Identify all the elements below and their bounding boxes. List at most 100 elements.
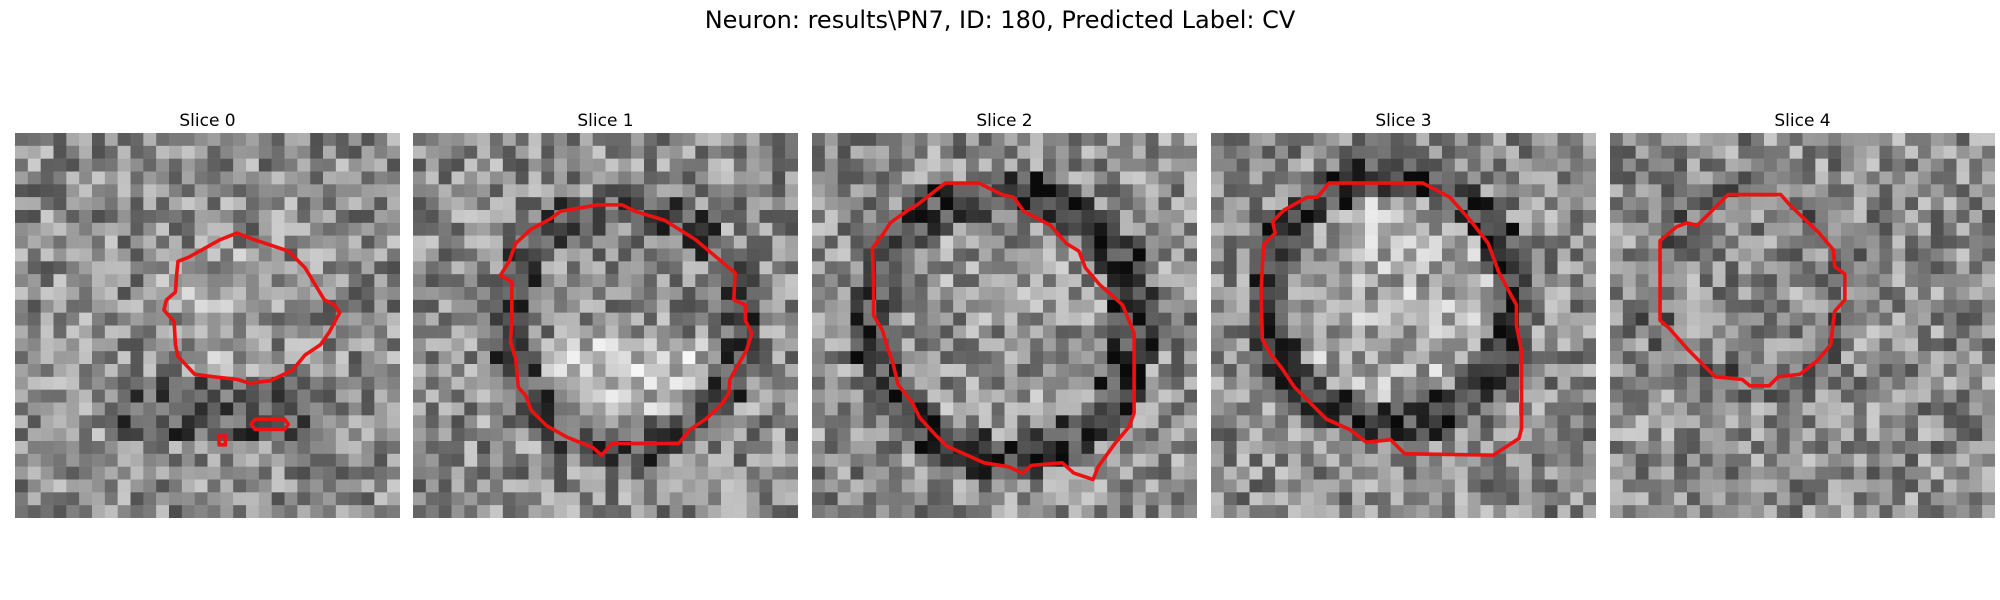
pixel — [1776, 287, 1790, 301]
pixel — [438, 479, 452, 493]
pixel — [425, 235, 439, 249]
pixel — [1223, 312, 1237, 326]
pixel — [605, 492, 619, 506]
pixel — [1055, 441, 1069, 455]
pixel — [1892, 505, 1906, 518]
pixel — [233, 428, 247, 442]
pixel — [1339, 325, 1353, 339]
pixel — [1352, 312, 1366, 326]
pixel — [156, 133, 170, 147]
pixel — [1648, 505, 1662, 518]
slice-title-3: Slice 3 — [1375, 111, 1432, 131]
pixel — [554, 492, 568, 506]
pixel — [1158, 222, 1172, 236]
pixel — [901, 376, 915, 390]
pixel — [567, 287, 581, 301]
pixel — [1055, 158, 1069, 172]
pixel — [978, 466, 992, 480]
pixel — [863, 466, 877, 480]
pixel — [1107, 351, 1121, 365]
pixel — [1531, 235, 1545, 249]
pixel — [1416, 145, 1430, 159]
pixel — [361, 466, 375, 480]
pixel — [914, 261, 928, 275]
pixel — [1390, 158, 1404, 172]
pixel — [876, 479, 890, 493]
pixel — [1145, 338, 1159, 352]
pixel — [1764, 222, 1778, 236]
pixel — [143, 325, 157, 339]
pixel — [1557, 351, 1571, 365]
pixel — [348, 428, 362, 442]
pixel — [850, 274, 864, 288]
pixel — [246, 261, 260, 275]
pixel — [901, 184, 915, 198]
pixel — [40, 184, 54, 198]
pixel — [1841, 492, 1855, 506]
pixel — [708, 171, 722, 185]
pixel — [1892, 389, 1906, 403]
pixel — [451, 479, 465, 493]
pixel — [579, 364, 593, 378]
pixel — [79, 389, 93, 403]
pixel — [258, 158, 272, 172]
pixel — [181, 338, 195, 352]
pixel — [1776, 402, 1790, 416]
pixel — [567, 235, 581, 249]
pixel — [310, 492, 324, 506]
pixel — [1275, 222, 1289, 236]
pixel — [1738, 479, 1752, 493]
pixel — [631, 364, 645, 378]
pixel — [361, 453, 375, 467]
pixel — [246, 428, 260, 442]
pixel — [914, 338, 928, 352]
pixel — [1107, 287, 1121, 301]
pixel — [1841, 222, 1855, 236]
pixel — [978, 441, 992, 455]
pixel — [1699, 274, 1713, 288]
pixel — [1081, 210, 1095, 224]
pixel — [143, 261, 157, 275]
pixel — [1956, 145, 1970, 159]
pixel — [1454, 184, 1468, 198]
pixel — [1531, 441, 1545, 455]
pixel — [143, 479, 157, 493]
pixel — [194, 351, 208, 365]
pixel — [721, 287, 735, 301]
pixel — [1416, 133, 1430, 147]
pixel — [1661, 299, 1675, 313]
pixel — [1751, 274, 1765, 288]
pixel — [656, 287, 670, 301]
pixel — [1687, 492, 1701, 506]
pixel — [1635, 145, 1649, 159]
pixel — [1480, 171, 1494, 185]
pixel — [605, 235, 619, 249]
pixel — [850, 325, 864, 339]
pixel — [335, 158, 349, 172]
pixel — [387, 415, 400, 429]
pixel — [104, 248, 118, 262]
pixel — [1480, 492, 1494, 506]
pixel — [1519, 235, 1533, 249]
pixel — [1403, 248, 1417, 262]
pixel — [785, 145, 798, 159]
pixel — [1866, 376, 1880, 390]
pixel — [1416, 402, 1430, 416]
pixel — [863, 376, 877, 390]
pixel — [1930, 364, 1944, 378]
pixel — [246, 248, 260, 262]
pixel — [310, 222, 324, 236]
pixel — [284, 210, 298, 224]
pixel — [708, 197, 722, 211]
pixel — [812, 338, 826, 352]
pixel — [1249, 376, 1263, 390]
pixel — [682, 338, 696, 352]
pixel — [1918, 325, 1932, 339]
pixel — [759, 133, 773, 147]
pixel — [889, 415, 903, 429]
slice-contour-group-3 — [1259, 181, 1524, 457]
pixel — [991, 351, 1005, 365]
pixel — [1622, 492, 1636, 506]
pixel — [1480, 222, 1494, 236]
pixel — [733, 441, 747, 455]
